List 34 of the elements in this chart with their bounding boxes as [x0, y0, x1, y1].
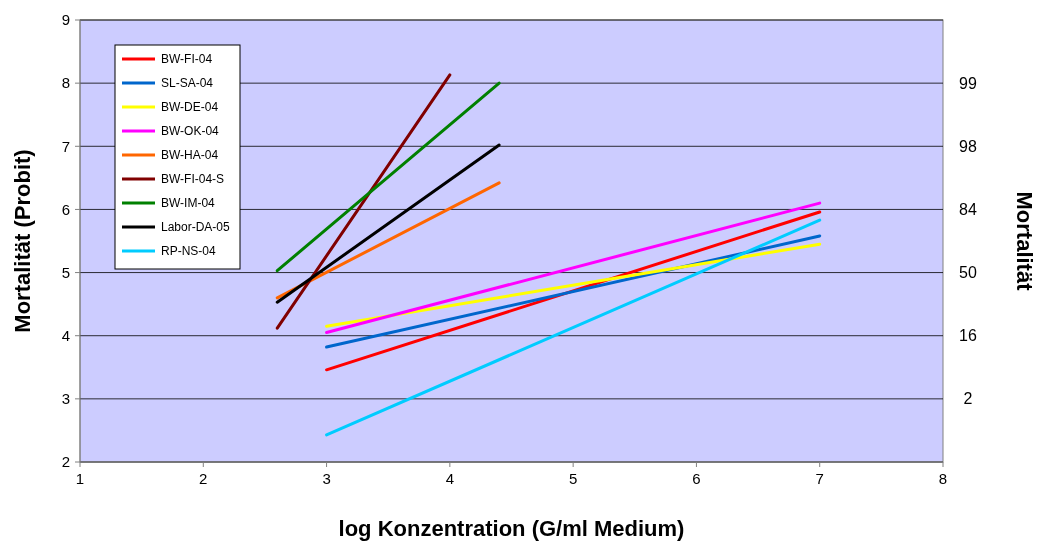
x-tick-label: 3 [322, 470, 331, 487]
text: 99 [959, 74, 977, 92]
legend-label: BW-IM-04 [161, 196, 216, 211]
x-tick-label: 8 [938, 470, 948, 487]
x-axis-title: log Konzentration (G/ml Medium) [338, 516, 685, 541]
x-tick-label: 1 [75, 470, 85, 487]
y-tick-label: 3 [61, 390, 70, 408]
y-tick-label: 4 [61, 326, 70, 344]
legend-label: SL-SA-04 [161, 76, 214, 91]
y-tick-label: 6 [61, 200, 70, 218]
y-tick-label: 5 [61, 263, 70, 281]
y-tick-label: 7 [61, 137, 70, 155]
y-tick-label: 9 [61, 11, 70, 29]
legend-label: BW-FI-04 [161, 52, 213, 67]
text: 50 [959, 264, 977, 282]
legend-label: BW-FI-04-S [161, 172, 225, 187]
text: 2 [963, 390, 973, 408]
y-tick-label: 8 [61, 74, 70, 92]
legend-label: Labor-DA-05 [161, 220, 231, 235]
text: 16 [959, 327, 977, 345]
x-tick-label: 4 [445, 470, 455, 487]
text: 98 [959, 137, 977, 155]
legend-label: BW-OK-04 [161, 124, 220, 139]
x-tick-label: 5 [568, 470, 578, 487]
x-tick-label: 6 [692, 470, 701, 487]
legend-label: RP-NS-04 [161, 244, 217, 259]
y-tick-label: 2 [61, 453, 70, 471]
text: 84 [959, 201, 977, 219]
legend-label: BW-DE-04 [161, 100, 219, 115]
x-tick-label: 2 [199, 470, 208, 487]
y-axis-title: Mortalität (Probit) [10, 149, 35, 333]
legend-label: BW-HA-04 [161, 148, 219, 163]
x-tick-label: 7 [815, 470, 824, 487]
y2-axis-title: Mortalität [1012, 191, 1037, 292]
